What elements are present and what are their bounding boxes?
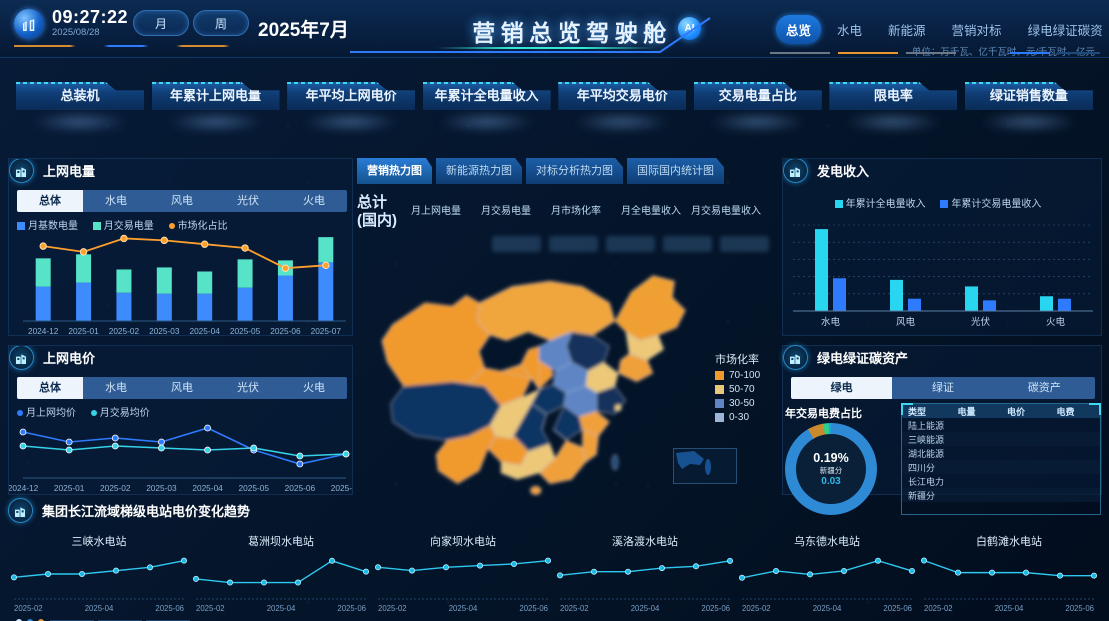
svg-text:2025-06: 2025-06 (519, 604, 548, 613)
svg-text:2025-06: 2025-06 (337, 604, 366, 613)
svg-text:2025-02: 2025-02 (100, 483, 131, 493)
svg-text:2025-04: 2025-04 (449, 604, 478, 613)
svg-text:2025-06: 2025-06 (155, 604, 184, 613)
svg-text:2025-02: 2025-02 (924, 604, 953, 613)
svg-text:2025-04: 2025-04 (267, 604, 296, 613)
svg-text:2025-02: 2025-02 (560, 604, 589, 613)
svg-text:2025-06: 2025-06 (701, 604, 730, 613)
svg-text:2025-02: 2025-02 (742, 604, 771, 613)
svg-text:2025-03: 2025-03 (149, 326, 180, 336)
svg-text:风电: 风电 (896, 316, 916, 328)
svg-text:2025-06: 2025-06 (270, 326, 301, 336)
svg-text:2025-05: 2025-05 (230, 326, 261, 336)
svg-text:2024-12: 2024-12 (9, 483, 39, 493)
svg-text:2025-07: 2025-07 (311, 326, 342, 336)
svg-text:2025-04: 2025-04 (192, 483, 223, 493)
svg-text:2025-04: 2025-04 (631, 604, 660, 613)
svg-text:水电: 水电 (821, 316, 841, 328)
svg-text:2024-12: 2024-12 (28, 326, 59, 336)
svg-text:2025-04: 2025-04 (85, 604, 114, 613)
svg-text:2025-02: 2025-02 (378, 604, 407, 613)
svg-text:2025-05: 2025-05 (238, 483, 269, 493)
svg-text:2025-04: 2025-04 (813, 604, 842, 613)
svg-text:2025-02: 2025-02 (196, 604, 225, 613)
svg-text:2025-01: 2025-01 (54, 483, 85, 493)
svg-text:2025-06: 2025-06 (285, 483, 316, 493)
svg-text:2025-06: 2025-06 (883, 604, 912, 613)
svg-text:2025-02: 2025-02 (109, 326, 140, 336)
svg-text:2025-06: 2025-06 (1065, 604, 1094, 613)
svg-text:火电: 火电 (1046, 316, 1066, 328)
svg-text:2025-01: 2025-01 (68, 326, 99, 336)
svg-text:2025-03: 2025-03 (146, 483, 177, 493)
svg-text:光伏: 光伏 (971, 316, 991, 328)
svg-text:2025-04: 2025-04 (189, 326, 220, 336)
svg-text:2025-02: 2025-02 (14, 604, 43, 613)
svg-text:2025-04: 2025-04 (995, 604, 1024, 613)
